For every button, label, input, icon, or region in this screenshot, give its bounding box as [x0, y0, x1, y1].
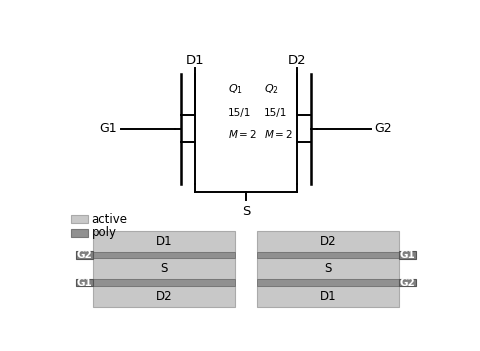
- Bar: [71, 215, 88, 223]
- Text: D1: D1: [186, 54, 205, 67]
- Text: S: S: [324, 262, 332, 275]
- Text: G2: G2: [399, 278, 415, 287]
- Text: S: S: [160, 262, 168, 275]
- Text: poly: poly: [92, 226, 117, 239]
- Bar: [257, 279, 398, 286]
- Text: G2: G2: [375, 122, 392, 135]
- Text: $M = 2$: $M = 2$: [228, 128, 257, 140]
- Bar: [94, 231, 235, 252]
- Bar: [94, 252, 235, 258]
- Text: $Q_1$: $Q_1$: [228, 82, 243, 97]
- Text: G1: G1: [77, 278, 93, 287]
- Bar: [398, 279, 416, 286]
- Bar: [257, 231, 398, 252]
- Text: D1: D1: [156, 235, 172, 248]
- Bar: [94, 286, 235, 307]
- Bar: [76, 251, 94, 259]
- Text: G2: G2: [77, 250, 93, 260]
- Text: D2: D2: [287, 54, 306, 67]
- Bar: [257, 286, 398, 307]
- Text: 15/1: 15/1: [264, 108, 287, 118]
- Text: $M = 2$: $M = 2$: [264, 128, 293, 140]
- Text: D1: D1: [320, 290, 336, 303]
- Bar: [398, 251, 416, 259]
- Text: 15/1: 15/1: [228, 108, 252, 118]
- Bar: [94, 258, 235, 279]
- Text: D2: D2: [156, 290, 172, 303]
- Bar: [257, 258, 398, 279]
- Text: G1: G1: [100, 122, 117, 135]
- Text: G1: G1: [399, 250, 415, 260]
- Bar: [94, 279, 235, 286]
- Text: S: S: [242, 205, 250, 218]
- Bar: [257, 252, 398, 258]
- Bar: [71, 229, 88, 237]
- Text: D2: D2: [320, 235, 336, 248]
- Text: active: active: [92, 213, 128, 226]
- Bar: [76, 279, 94, 286]
- Text: $Q_2$: $Q_2$: [264, 82, 279, 97]
